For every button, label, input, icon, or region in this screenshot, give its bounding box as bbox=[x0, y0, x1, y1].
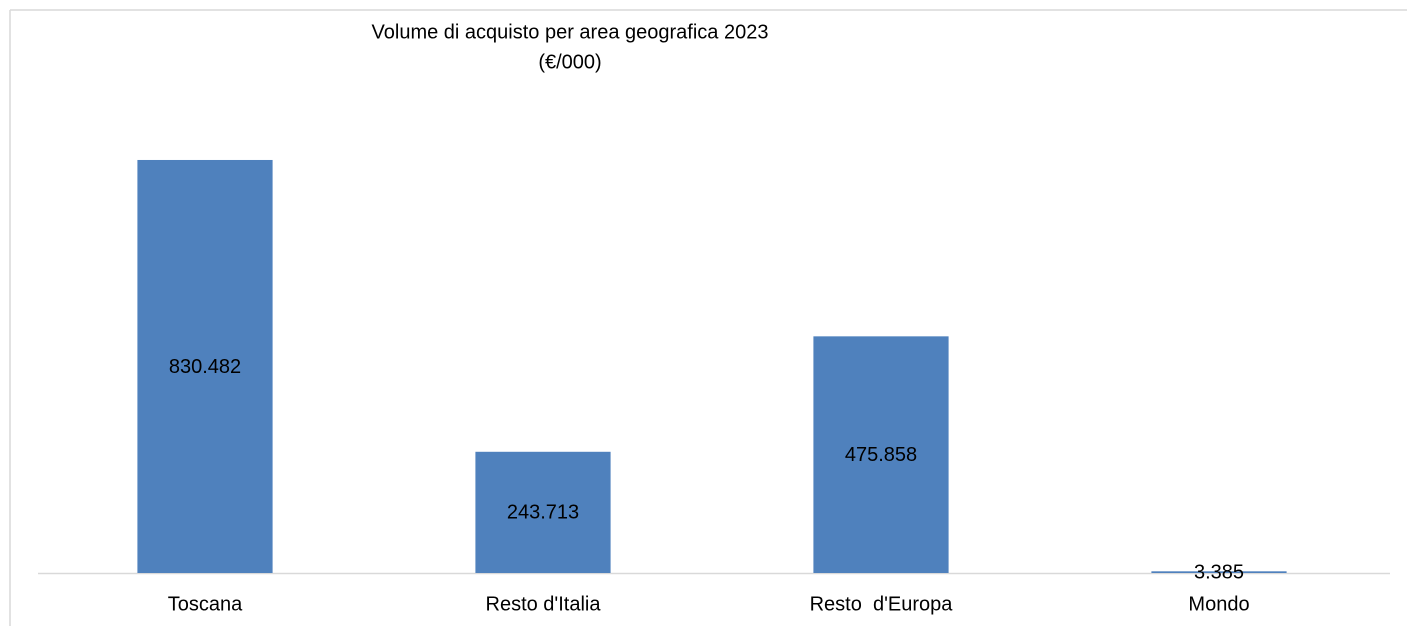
bar bbox=[137, 159, 273, 573]
x-tick-label: Resto d'Europa bbox=[810, 593, 954, 615]
data-label: 475.858 bbox=[845, 444, 917, 466]
x-tick-label: Toscana bbox=[168, 593, 243, 615]
data-label: 243.713 bbox=[507, 502, 579, 524]
x-tick-label: Mondo bbox=[1188, 593, 1249, 615]
data-label: 830.482 bbox=[169, 356, 241, 378]
bar bbox=[475, 451, 611, 573]
bar bbox=[813, 336, 949, 573]
data-label: 3.385 bbox=[1194, 561, 1244, 583]
chart-title: Volume di acquisto per area geografica 2… bbox=[372, 21, 769, 43]
bar bbox=[1151, 571, 1287, 573]
x-tick-label: Resto d'Italia bbox=[486, 593, 602, 615]
chart-subtitle: (€/000) bbox=[538, 51, 601, 73]
